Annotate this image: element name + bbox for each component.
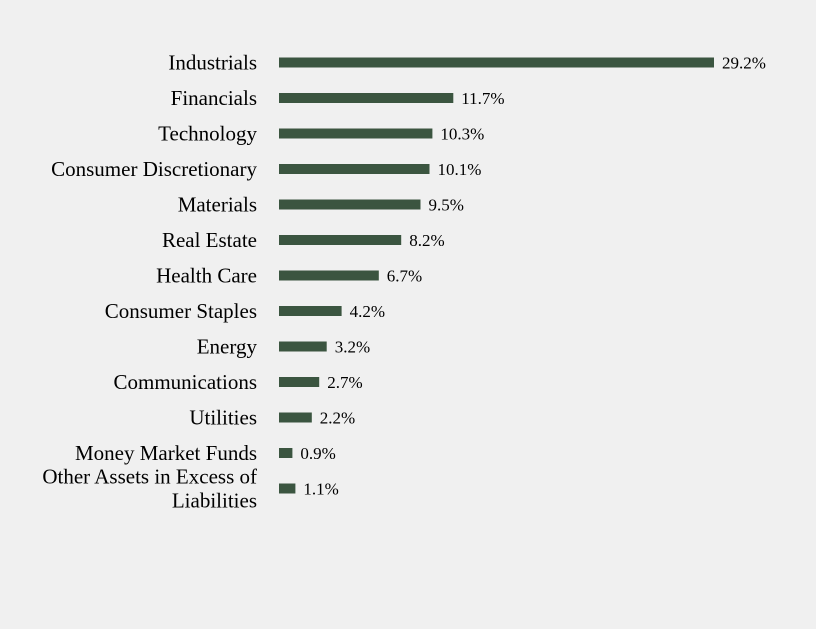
category-label-12-line-1: Liabilities — [172, 489, 257, 513]
bar-10 — [279, 412, 312, 423]
bar-0 — [279, 57, 714, 68]
bar-11 — [279, 448, 293, 458]
category-label-12-line-0: Other Assets in Excess of — [42, 465, 257, 489]
category-label-0: Industrials — [168, 51, 257, 75]
category-label-1: Financials — [171, 86, 257, 110]
bar-4 — [279, 199, 421, 210]
data-label-1: 11.7% — [461, 89, 504, 108]
data-label-8: 3.2% — [335, 338, 370, 357]
category-label-5: Real Estate — [162, 228, 257, 252]
bar-12 — [279, 483, 296, 494]
data-label-11: 0.9% — [300, 444, 335, 463]
data-label-2: 10.3% — [440, 125, 484, 144]
category-label-11: Money Market Funds — [75, 441, 257, 465]
category-label-9: Communications — [114, 370, 258, 394]
category-label-10: Utilities — [189, 406, 257, 430]
data-label-10: 2.2% — [320, 409, 355, 428]
bar-6 — [279, 270, 379, 281]
bar-7 — [279, 306, 342, 316]
bar-3 — [279, 164, 430, 174]
data-label-3: 10.1% — [438, 160, 482, 179]
data-label-7: 4.2% — [350, 302, 385, 321]
data-label-4: 9.5% — [429, 196, 464, 215]
bar-8 — [279, 341, 327, 352]
data-label-6: 6.7% — [387, 267, 422, 286]
bar-2 — [279, 128, 433, 139]
category-label-4: Materials — [178, 193, 257, 217]
data-label-12: 1.1% — [303, 480, 338, 499]
category-label-12: Other Assets in Excess of Liabilities — [42, 465, 257, 513]
category-label-6: Health Care — [156, 264, 257, 288]
category-label-2: Technology — [158, 122, 257, 146]
data-label-9: 2.7% — [327, 373, 362, 392]
data-label-0: 29.2% — [722, 54, 766, 73]
category-label-7: Consumer Staples — [105, 299, 257, 323]
bar-1 — [279, 93, 454, 103]
category-label-3: Consumer Discretionary — [51, 157, 257, 181]
data-label-5: 8.2% — [409, 231, 444, 250]
category-label-8: Energy — [197, 335, 258, 359]
bar-5 — [279, 235, 402, 245]
bar-9 — [279, 377, 320, 387]
